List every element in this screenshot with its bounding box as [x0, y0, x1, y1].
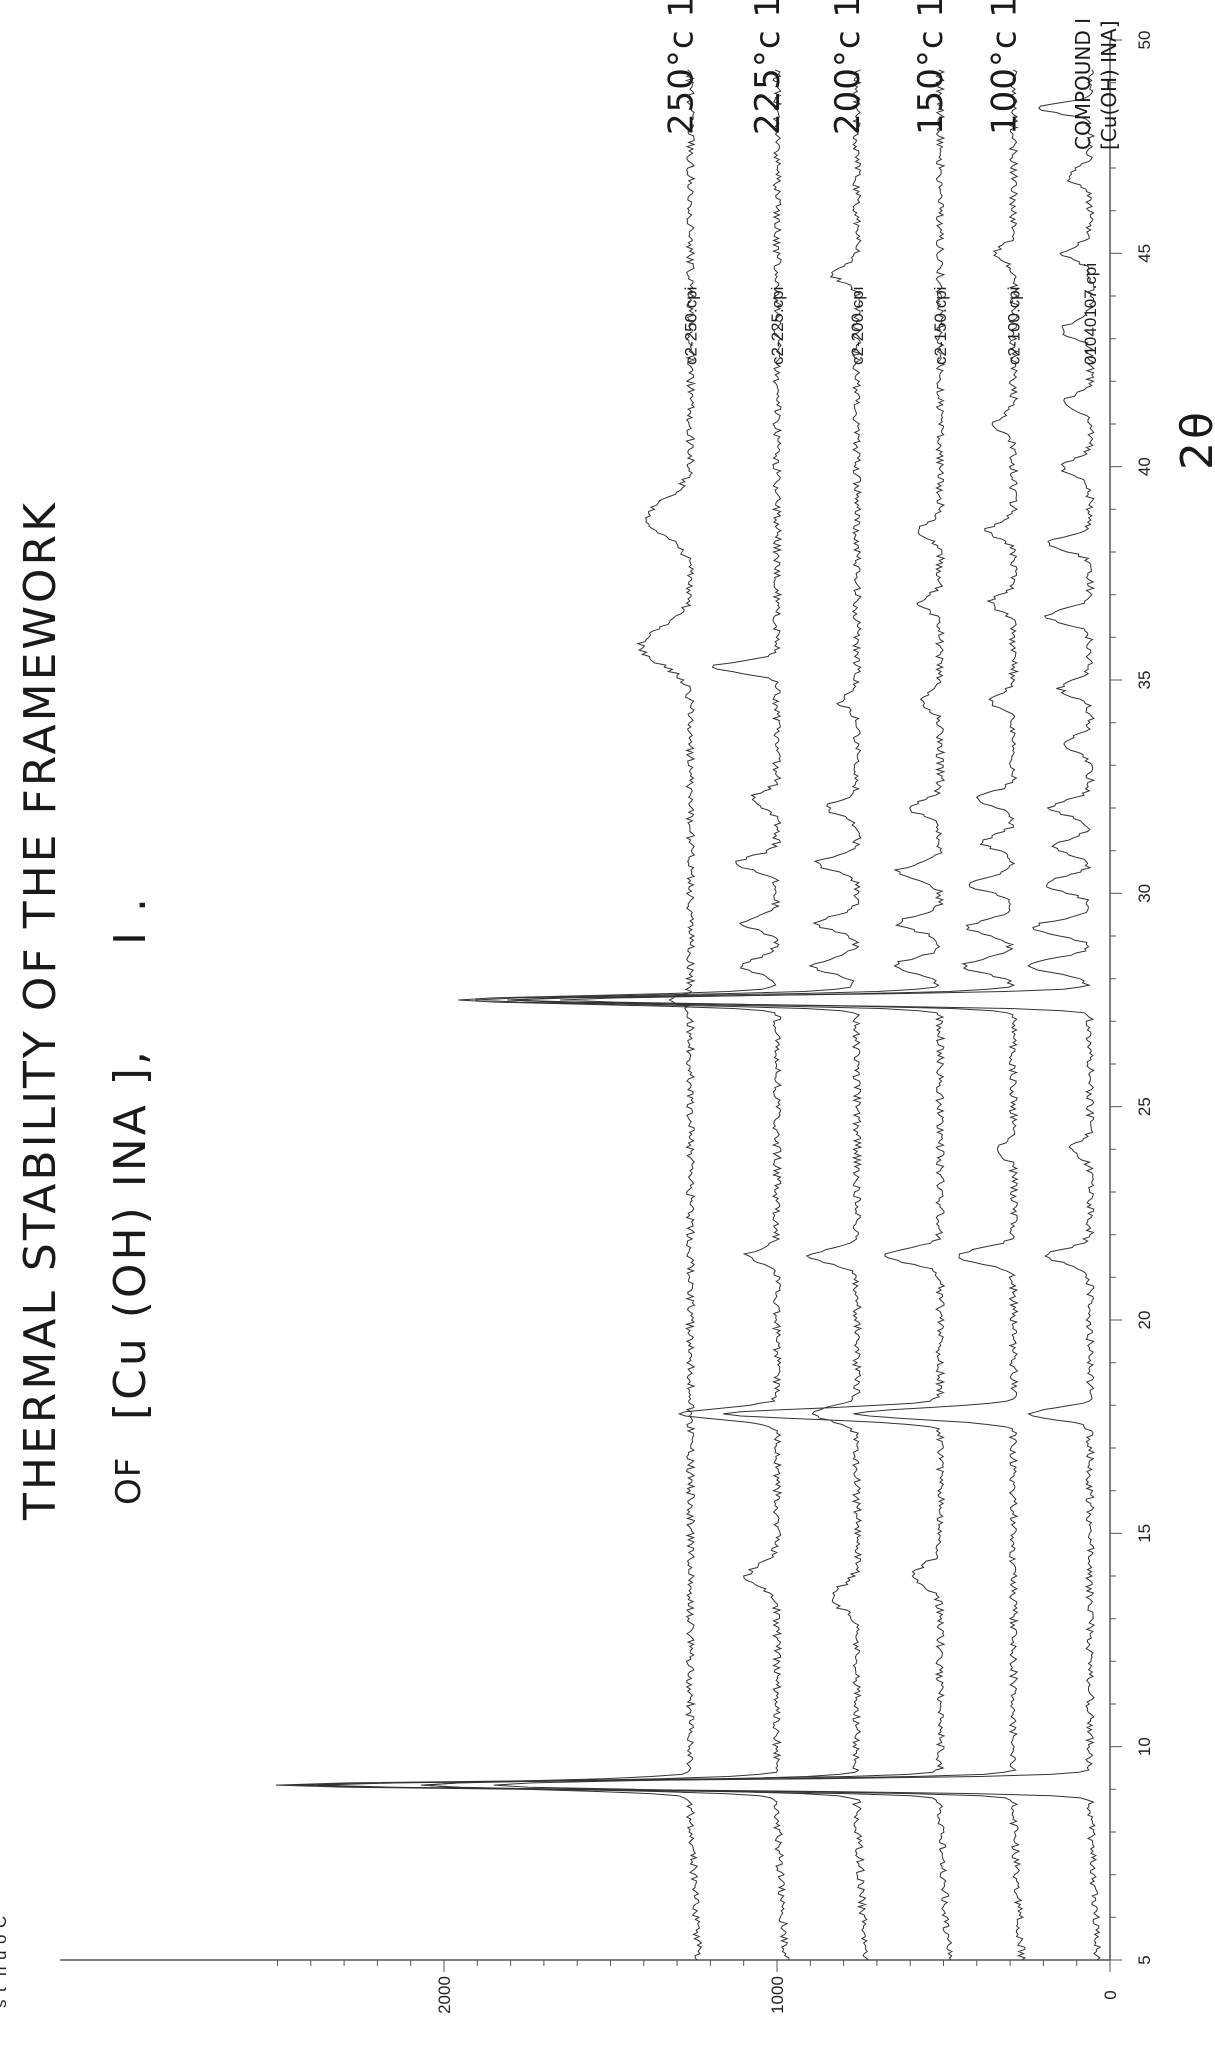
- x-tick-label: 5: [1135, 1955, 1154, 1964]
- y-label-letter: t: [0, 1987, 10, 1992]
- y-tick-label: 0: [1101, 1990, 1120, 1999]
- title-line-2-prefix: OF: [109, 1457, 149, 1505]
- file-labels: 01040107.cpi c2-100.cpi c2-150.cpi c2-200.c…: [681, 263, 1100, 365]
- x-tick-label: 45: [1135, 244, 1154, 263]
- series-trace-01040107-cpi: [293, 69, 1102, 1961]
- handwritten-labels: COMPOUND I [Cu(OH) INA] 100°c 1d 150°c 1d 20…: [661, 0, 1121, 150]
- x-tick-label: 15: [1135, 1524, 1154, 1543]
- series-name-label: c2-100.cpi: [1004, 287, 1023, 365]
- x-tick-label: 50: [1135, 31, 1154, 50]
- series-group: [275, 69, 1102, 1961]
- title-line-2-suffix: I .: [105, 895, 156, 945]
- series-annotation: 225°c 1d: [748, 0, 788, 135]
- series-annotation-line-2: [Cu(OH) INA]: [1097, 20, 1121, 150]
- series-trace-c2-150-cpi: [275, 69, 953, 1961]
- series-trace-c2-200-cpi: [475, 69, 869, 1961]
- x-tick-label: 25: [1135, 1097, 1154, 1116]
- series-annotation: 250°c 1d: [661, 0, 701, 135]
- x-tick-label: 30: [1135, 884, 1154, 903]
- series-annotation: COMPOUND I: [1071, 18, 1095, 150]
- series-trace-c2-250-cpi: [425, 69, 703, 1961]
- y-label-letter: u: [0, 1951, 10, 1960]
- y-label-letter: o: [0, 1935, 10, 1944]
- series-trace-c2-225-cpi: [420, 69, 790, 1961]
- x-tick-label: 20: [1135, 1311, 1154, 1330]
- series-annotation: 150°c 1d: [911, 0, 951, 135]
- y-label-letter: C: [0, 1916, 10, 1928]
- x-tick-label: 35: [1135, 671, 1154, 690]
- chart-title: THERMAL STABILITY OF THE FRAMEWORK OF [C…: [15, 500, 156, 1521]
- series-annotation: 200°c 1d: [828, 0, 868, 135]
- y-label-letter: s: [0, 2000, 10, 2009]
- series-name-label: c2-250.cpi: [681, 287, 700, 365]
- y-axis-label: Coun t s: [0, 1916, 10, 2008]
- y-label-letter: n: [0, 1967, 10, 1976]
- title-line-1: THERMAL STABILITY OF THE FRAMEWORK: [15, 500, 66, 1521]
- series-name-label: c2-225.cpi: [768, 287, 787, 365]
- series-name-label: c2-200.cpi: [848, 287, 867, 365]
- series-name-label: 01040107.cpi: [1081, 263, 1100, 365]
- x-tick-label: 10: [1135, 1737, 1154, 1756]
- series-trace-c2-100-cpi: [317, 69, 1027, 1961]
- series-name-label: c2-150.cpi: [931, 287, 950, 365]
- series-annotation: 100°c 1d: [984, 0, 1024, 135]
- axes: [60, 40, 1111, 1961]
- x-ticks: 5 10 15 20 25 30 35 40 45 50: [1110, 31, 1154, 1965]
- x-tick-label: 40: [1135, 457, 1154, 476]
- title-line-2-formula: [Cu (OH) INA ],: [105, 1048, 156, 1420]
- y-tick-label: 1000: [768, 1976, 787, 2014]
- x-axis-label: 2θ: [1172, 409, 1215, 470]
- y-tick-label: 2000: [435, 1976, 454, 2014]
- y-ticks: 0 1000 2000: [277, 1960, 1120, 2014]
